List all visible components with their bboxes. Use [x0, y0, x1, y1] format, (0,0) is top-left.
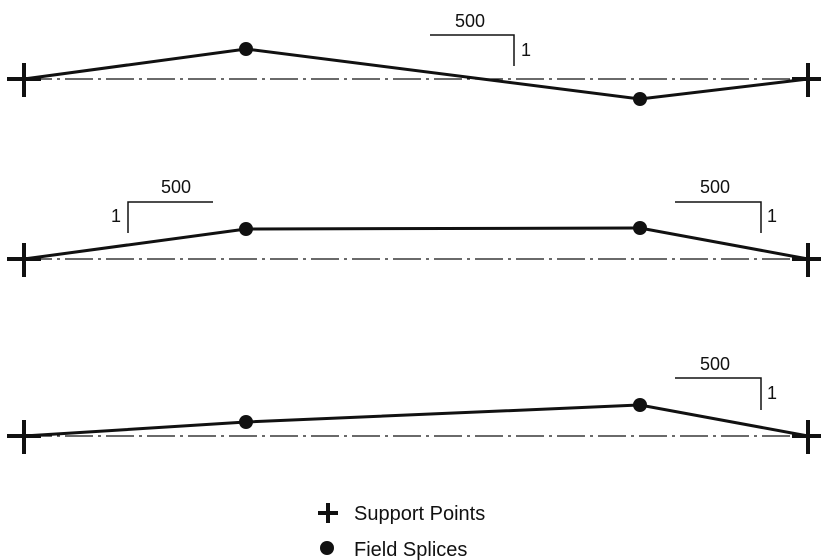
slope-run-label: 500 — [455, 11, 485, 31]
slope-indicator: 500 1 — [675, 177, 777, 233]
profile-2: 500 1 500 1 — [7, 177, 821, 277]
support-point-right — [792, 243, 821, 277]
slope-rise-label: 1 — [767, 383, 777, 403]
camber-profile-line — [23, 403, 809, 438]
field-splice — [239, 415, 253, 429]
slope-rise-label: 1 — [767, 206, 777, 226]
slope-rise-label: 1 — [111, 206, 121, 226]
legend: Support Points Field Splices — [318, 503, 485, 560]
slope-indicator: 500 1 — [111, 177, 213, 233]
slope-indicator: 500 1 — [675, 354, 777, 410]
slope-run-label: 500 — [700, 177, 730, 197]
field-splice — [239, 42, 253, 56]
slope-indicator: 500 1 — [430, 11, 531, 66]
camber-profile-line — [23, 47, 809, 101]
slope-run-label: 500 — [700, 354, 730, 374]
support-point-right — [792, 63, 821, 97]
support-point-left — [7, 420, 41, 454]
legend-field-splices-label: Field Splices — [354, 539, 467, 560]
support-point-right — [792, 420, 821, 454]
support-point-left — [7, 243, 41, 277]
camber-profile-line — [23, 226, 809, 261]
slope-rise-label: 1 — [521, 40, 531, 60]
profile-1: 500 1 — [7, 11, 821, 106]
plus-icon — [318, 503, 338, 523]
filled-dot-icon — [320, 541, 334, 555]
field-splice — [633, 221, 647, 235]
slope-run-label: 500 — [161, 177, 191, 197]
field-splice — [633, 398, 647, 412]
field-splice — [633, 92, 647, 106]
profile-3: 500 1 — [7, 354, 821, 454]
support-point-left — [7, 63, 41, 97]
legend-support-points-label: Support Points — [354, 503, 485, 525]
field-splice — [239, 222, 253, 236]
